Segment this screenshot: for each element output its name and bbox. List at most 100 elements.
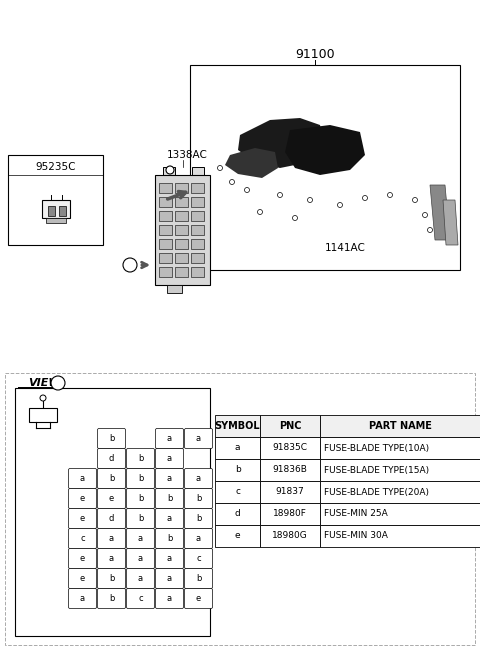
FancyBboxPatch shape [184, 588, 213, 608]
Bar [215, 503, 260, 525]
Polygon shape [285, 125, 365, 175]
Bar [175, 225, 188, 235]
FancyBboxPatch shape [97, 489, 125, 508]
Text: c: c [235, 487, 240, 496]
Bar [191, 267, 204, 277]
FancyBboxPatch shape [184, 489, 213, 508]
Text: b: b [138, 454, 143, 463]
Bar [260, 459, 320, 481]
Circle shape [277, 193, 283, 198]
Text: SYMBOL: SYMBOL [215, 421, 260, 431]
Polygon shape [205, 82, 448, 242]
Polygon shape [443, 200, 458, 245]
Bar [8, 155, 103, 245]
Text: a: a [196, 534, 201, 543]
Text: 18980F: 18980F [273, 510, 307, 519]
FancyBboxPatch shape [156, 449, 183, 468]
FancyBboxPatch shape [127, 588, 155, 608]
Polygon shape [192, 68, 458, 258]
Bar [260, 481, 320, 503]
Bar [46, 218, 65, 223]
Circle shape [308, 198, 312, 202]
Text: c: c [196, 554, 201, 563]
Bar [191, 183, 204, 193]
Text: a: a [167, 554, 172, 563]
Text: A: A [127, 261, 133, 269]
Text: a: a [167, 454, 172, 463]
FancyBboxPatch shape [184, 569, 213, 588]
Text: a: a [196, 434, 201, 443]
Text: 91100: 91100 [295, 48, 335, 62]
Bar [320, 437, 480, 459]
Text: 91837: 91837 [276, 487, 304, 496]
Text: 91835C: 91835C [273, 443, 308, 453]
Text: d: d [109, 514, 114, 523]
Text: b: b [235, 466, 240, 474]
Circle shape [166, 166, 174, 174]
Polygon shape [430, 185, 450, 240]
Text: FUSE-BLADE TYPE(10A): FUSE-BLADE TYPE(10A) [324, 443, 429, 453]
FancyBboxPatch shape [156, 588, 183, 608]
FancyBboxPatch shape [97, 449, 125, 468]
FancyBboxPatch shape [69, 529, 96, 548]
Text: b: b [167, 494, 172, 503]
Bar [175, 239, 188, 249]
Circle shape [362, 195, 368, 200]
Text: a: a [138, 574, 143, 583]
FancyBboxPatch shape [69, 489, 96, 508]
Text: b: b [167, 534, 172, 543]
Circle shape [217, 166, 223, 170]
FancyBboxPatch shape [184, 548, 213, 569]
Bar [191, 239, 204, 249]
Text: FUSE-BLADE TYPE(15A): FUSE-BLADE TYPE(15A) [324, 466, 429, 474]
FancyBboxPatch shape [69, 588, 96, 608]
Circle shape [387, 193, 393, 198]
FancyBboxPatch shape [127, 548, 155, 569]
Text: 91836B: 91836B [273, 466, 307, 474]
Bar [215, 525, 260, 547]
Text: a: a [196, 474, 201, 483]
Text: b: b [138, 514, 143, 523]
FancyBboxPatch shape [127, 468, 155, 489]
Text: a: a [167, 514, 172, 523]
FancyBboxPatch shape [97, 569, 125, 588]
Bar [175, 183, 188, 193]
Text: c: c [138, 594, 143, 603]
Bar [159, 267, 172, 277]
FancyBboxPatch shape [127, 569, 155, 588]
Bar [215, 459, 260, 481]
Text: 1338AC: 1338AC [167, 150, 208, 160]
Bar [191, 211, 204, 221]
Text: a: a [80, 474, 85, 483]
FancyBboxPatch shape [156, 569, 183, 588]
Text: b: b [138, 494, 143, 503]
FancyBboxPatch shape [97, 428, 125, 449]
Text: FUSE-BLADE TYPE(20A): FUSE-BLADE TYPE(20A) [324, 487, 429, 496]
FancyBboxPatch shape [127, 508, 155, 529]
Text: 95235C: 95235C [35, 162, 76, 172]
FancyBboxPatch shape [184, 508, 213, 529]
Bar [175, 267, 188, 277]
Bar [320, 481, 480, 503]
Text: a: a [138, 534, 143, 543]
Circle shape [428, 227, 432, 233]
FancyBboxPatch shape [156, 489, 183, 508]
Text: a: a [80, 594, 85, 603]
Bar [15, 388, 210, 636]
Circle shape [123, 258, 137, 272]
Bar [48, 206, 55, 216]
Text: b: b [196, 494, 201, 503]
Bar [59, 206, 65, 216]
Bar [159, 197, 172, 207]
Text: b: b [109, 574, 114, 583]
Bar [215, 481, 260, 503]
Circle shape [412, 198, 418, 202]
Circle shape [229, 179, 235, 185]
FancyBboxPatch shape [156, 548, 183, 569]
Text: e: e [235, 531, 240, 540]
Text: 18980G: 18980G [272, 531, 308, 540]
FancyBboxPatch shape [97, 529, 125, 548]
Bar [167, 285, 182, 293]
Text: b: b [109, 594, 114, 603]
Text: e: e [109, 494, 114, 503]
